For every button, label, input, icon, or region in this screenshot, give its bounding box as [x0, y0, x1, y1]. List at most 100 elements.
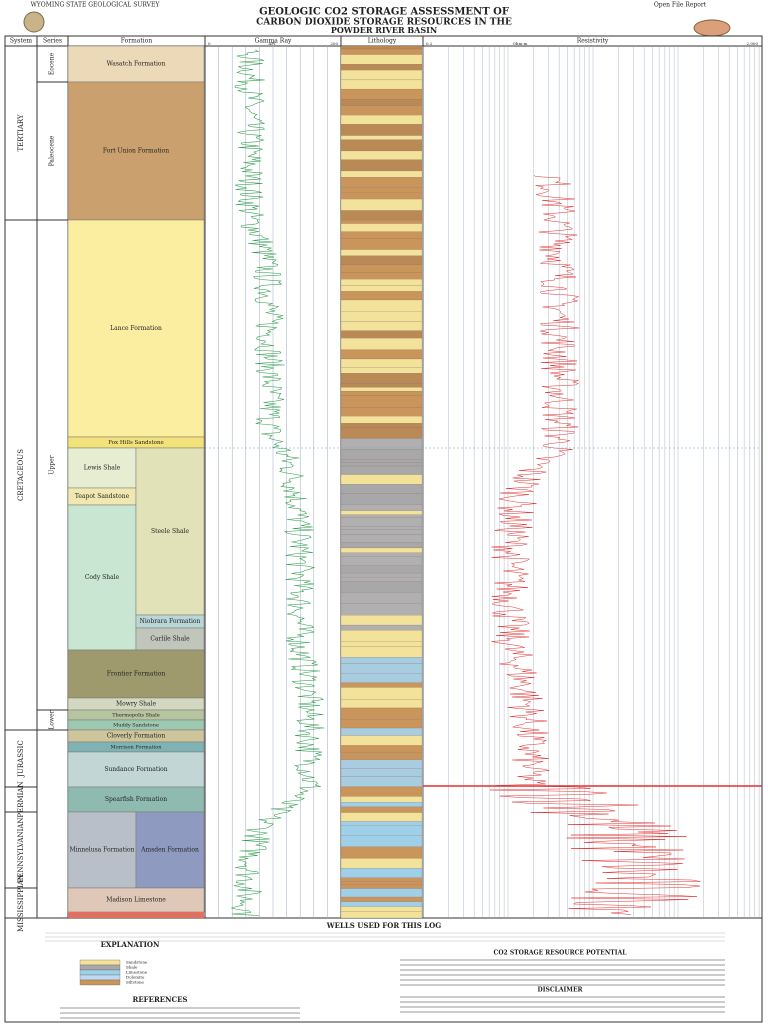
formation-label: Carlile Shale [150, 636, 190, 643]
lithology-band [340, 615, 423, 626]
formation [67, 219, 205, 438]
formation [67, 887, 205, 913]
lithology-band [340, 321, 423, 331]
series-label: Lower [49, 710, 56, 729]
formation-label: Mowry Shale [116, 701, 157, 708]
column-header: Lithology [368, 38, 397, 45]
lithology-band [340, 877, 423, 882]
legend-label: Limestone [126, 970, 148, 975]
series-label: Upper [49, 455, 56, 474]
legend-label: Dolomite [126, 975, 145, 980]
lithology-band [340, 526, 423, 530]
lithology-band [340, 752, 423, 760]
lithology-band [340, 572, 423, 578]
lithology-band [340, 285, 423, 292]
lithology-band [340, 459, 423, 463]
lithology-band [340, 139, 423, 152]
lithology-band [340, 846, 423, 859]
legend-swatch [79, 974, 121, 981]
lithology-band [340, 462, 423, 467]
lithology-band [340, 812, 423, 822]
lithology-band [340, 449, 423, 460]
lithology-band [340, 383, 423, 388]
lithology-band [340, 884, 423, 889]
lithology-band [340, 474, 423, 485]
formation [67, 447, 137, 489]
lithology-band [340, 687, 423, 700]
lithology-band [340, 311, 423, 323]
legend-label: Sandstone [126, 960, 148, 965]
lithology-band [340, 272, 423, 280]
lithology-band [340, 825, 423, 836]
column-header: Formation [121, 38, 153, 45]
formation-label: Minnelusa Formation [69, 847, 134, 854]
lithology-band [340, 192, 423, 200]
lithology-band [340, 187, 423, 193]
lithology-band [340, 373, 423, 384]
lithology-band [340, 719, 423, 729]
formation-label: Cody Shale [85, 574, 120, 581]
formation-label: Fox Hills Sandstone [108, 440, 164, 446]
agency: WYOMING STATE GEOLOGICAL SURVEY [31, 2, 161, 9]
lithology-band [340, 552, 423, 557]
lithology-band [340, 510, 423, 515]
lithology-band [340, 592, 423, 604]
formation-label: Spearfish Formation [105, 796, 167, 803]
lithology-band [340, 264, 423, 273]
lithology-band [340, 45, 423, 50]
formation-label: Wasatch Formation [107, 61, 166, 68]
system-label: PERMIAN [17, 781, 25, 817]
lithology-band [340, 124, 423, 136]
lithology-band [340, 707, 423, 720]
lithology-band [340, 735, 423, 746]
scale-label: 0.2 [426, 41, 433, 46]
series-label: Eocene [49, 52, 56, 75]
lithology-band [340, 159, 423, 172]
lithology-band [340, 802, 423, 808]
formation-label: Fort Union Formation [103, 148, 169, 155]
legend-swatch [79, 969, 121, 976]
formation-label: Madison Limestone [106, 897, 166, 904]
formation-label: Cloverly Formation [107, 733, 166, 740]
lithology-band [340, 99, 423, 106]
lithology-band [340, 529, 423, 535]
lithology-band [340, 279, 423, 286]
footer-heading: CO2 STORAGE RESOURCE POTENTIAL [494, 950, 628, 957]
system-label: JURASSIC [17, 740, 25, 778]
lithology-band [340, 170, 423, 178]
lithology-band [340, 514, 423, 518]
formation-label: Sundance Formation [104, 766, 167, 773]
system-label: MISSISSIPPIAN [17, 874, 25, 932]
lithology-band [340, 745, 423, 753]
lithology-band [340, 387, 423, 392]
lithology-band [340, 299, 423, 312]
lithology-band [340, 901, 423, 907]
formation-label: Thermopolis Shale [112, 713, 159, 719]
lithology-band [340, 210, 423, 221]
gamma-log [231, 49, 325, 916]
lithology-band [340, 238, 423, 250]
lithology-band [340, 231, 423, 239]
lithology-band [340, 776, 423, 787]
lithology-band [340, 663, 423, 674]
formation-label: Niobrara Formation [140, 618, 201, 625]
column-header: Series [43, 38, 62, 45]
title: GEOLOGIC CO2 STORAGE ASSESSMENT OF [259, 7, 509, 18]
lithology-band [340, 349, 423, 360]
footer-heading: EXPLANATION [101, 940, 160, 949]
lithology-band [340, 135, 423, 140]
lithology-band [340, 427, 423, 439]
lithology-band [340, 547, 423, 553]
footer-heading: DISCLAIMER [538, 987, 584, 994]
lithology-band [340, 504, 423, 511]
lithology-band [340, 198, 423, 211]
lithology-band [340, 911, 423, 919]
lithology-band [340, 64, 423, 71]
lithology-band [340, 48, 423, 55]
lithology-band [340, 576, 423, 582]
lithology-band [340, 542, 423, 549]
lithology-band [340, 796, 423, 803]
lithology-band [340, 70, 423, 81]
lithology-band [340, 641, 423, 647]
